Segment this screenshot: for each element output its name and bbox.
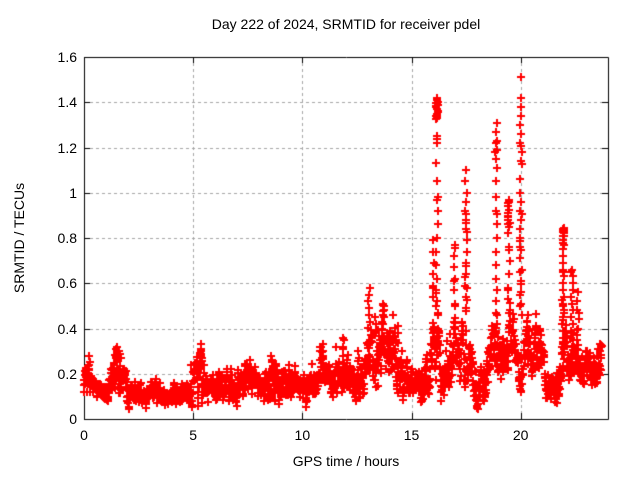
x-tick-label: 10 — [294, 427, 311, 443]
chart-title: Day 222 of 2024, SRMTID for receiver pde… — [211, 16, 481, 32]
x-axis-label: GPS time / hours — [292, 453, 400, 469]
y-tick-label: 1.2 — [57, 139, 77, 156]
y-tick-label: 0.4 — [57, 320, 77, 337]
y-tick-label: 1 — [69, 184, 77, 201]
x-tick-label: 20 — [512, 427, 529, 443]
y-tick-label: 0.2 — [57, 365, 77, 382]
x-tick-label: 15 — [403, 427, 420, 443]
y-tick-label: 1.6 — [57, 49, 77, 65]
y-tick-label: 1.4 — [57, 94, 77, 111]
x-tick-label: 5 — [189, 427, 198, 443]
x-tick-label: 0 — [80, 427, 88, 443]
y-tick-label: 0 — [69, 411, 77, 427]
y-axis-label: SRMTID / TECUs — [11, 182, 27, 294]
y-tick-label: 0.8 — [57, 230, 77, 246]
y-tick-label: 0.6 — [57, 275, 77, 292]
